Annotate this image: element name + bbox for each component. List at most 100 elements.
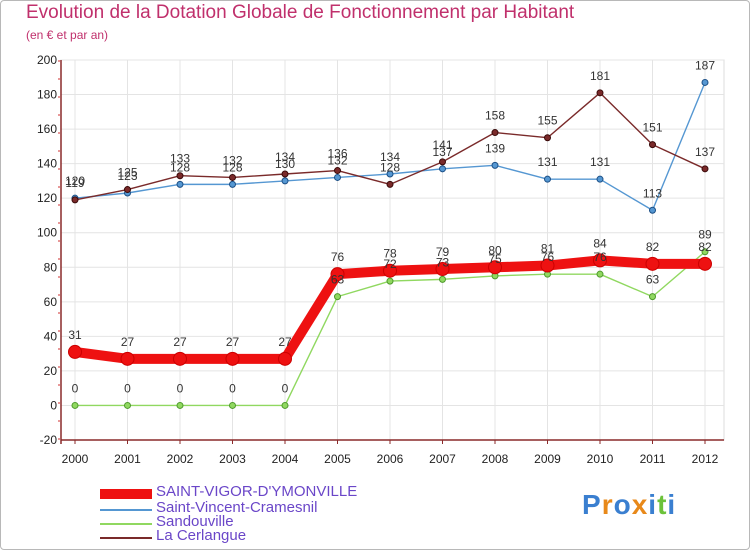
y-tick-label: 20 xyxy=(44,364,58,378)
data-label-3: 151 xyxy=(642,121,662,135)
data-label-0: 27 xyxy=(173,335,187,349)
data-label-2: 0 xyxy=(72,381,79,395)
data-point-3 xyxy=(281,170,289,178)
legend-swatch xyxy=(100,537,152,539)
data-point-2 xyxy=(124,401,131,409)
data-label-0: 81 xyxy=(541,242,555,256)
legend-label: La Cerlangue xyxy=(156,527,247,544)
y-tick-label: 200 xyxy=(37,53,57,67)
data-point-2 xyxy=(71,401,79,409)
data-point-3 xyxy=(229,173,236,181)
data-point-2 xyxy=(701,248,709,256)
data-point-0 xyxy=(698,256,712,271)
y-tick-label: 80 xyxy=(44,260,58,274)
data-label-0: 78 xyxy=(383,247,397,261)
y-tick-label: 60 xyxy=(44,295,58,309)
proxiti-logo: Proxiti xyxy=(582,489,677,520)
data-label-1: 134 xyxy=(380,150,400,164)
data-label-2: 0 xyxy=(229,381,236,395)
legend-swatch xyxy=(100,489,152,499)
data-point-1 xyxy=(491,161,499,169)
data-point-1 xyxy=(701,78,709,86)
y-tick-label: 120 xyxy=(37,191,57,205)
data-point-3 xyxy=(596,89,604,97)
data-label-1: 123 xyxy=(117,169,137,183)
data-label-2: 76 xyxy=(593,250,607,264)
data-label-3: 137 xyxy=(695,145,715,159)
data-label-1: 131 xyxy=(537,155,557,169)
y-tick-label: 160 xyxy=(37,122,57,136)
data-point-2 xyxy=(334,293,341,301)
data-label-2: 73 xyxy=(436,255,450,269)
data-point-3 xyxy=(649,141,656,149)
plot-area xyxy=(60,59,725,441)
data-label-2: 0 xyxy=(177,381,184,395)
data-label-1: 137 xyxy=(432,145,452,159)
y-tick-label: -20 xyxy=(40,433,58,447)
data-label-1: 131 xyxy=(590,155,610,169)
data-label-3: 158 xyxy=(485,109,505,123)
x-tick-label: 2004 xyxy=(272,452,299,466)
x-tick-label: 2007 xyxy=(429,452,456,466)
data-point-2 xyxy=(176,401,184,409)
data-label-3: 128 xyxy=(380,160,400,174)
data-label-0: 84 xyxy=(593,236,607,250)
data-point-1 xyxy=(334,173,341,181)
data-point-3 xyxy=(71,196,79,204)
data-point-0 xyxy=(435,262,450,276)
x-tick-label: 2006 xyxy=(377,452,404,466)
chart-subtitle: (en € et par an) xyxy=(26,28,109,42)
y-tick-label: 0 xyxy=(50,398,57,412)
legend-label: SAINT-VIGOR-D'YMONVILLE xyxy=(156,483,358,500)
x-tick-label: 2008 xyxy=(482,452,509,466)
y-tick-label: 180 xyxy=(37,88,57,102)
data-point-3 xyxy=(439,158,446,166)
data-point-0 xyxy=(173,351,187,366)
x-tick-label: 2002 xyxy=(167,452,194,466)
data-label-1: 120 xyxy=(65,174,85,188)
data-label-2: 89 xyxy=(698,228,712,242)
data-point-0 xyxy=(120,351,135,366)
x-tick-label: 2003 xyxy=(219,452,246,466)
data-label-2: 76 xyxy=(541,250,555,264)
data-label-1: 128 xyxy=(222,160,242,174)
data-point-3 xyxy=(176,172,184,180)
y-tick-label: 100 xyxy=(37,226,57,240)
data-label-0: 27 xyxy=(121,335,135,349)
x-tick-label: 2000 xyxy=(62,452,89,466)
data-label-3: 181 xyxy=(590,69,610,83)
data-label-3: 134 xyxy=(275,150,295,164)
x-tick-label: 2001 xyxy=(114,452,141,466)
data-label-1: 113 xyxy=(643,186,662,200)
data-point-0 xyxy=(593,253,607,268)
data-label-3: 133 xyxy=(170,152,190,166)
data-point-1 xyxy=(596,175,604,183)
x-tick-label: 2010 xyxy=(587,452,614,466)
data-label-2: 63 xyxy=(646,273,660,287)
data-label-0: 76 xyxy=(331,250,345,264)
y-tick-label: 140 xyxy=(37,157,57,171)
data-label-2: 75 xyxy=(488,252,502,266)
data-point-1 xyxy=(544,175,551,183)
data-point-2 xyxy=(649,293,656,301)
legend-label: Saint-Vincent-Cramesnil xyxy=(156,499,318,516)
data-label-0: 27 xyxy=(226,335,240,349)
data-label-0: 82 xyxy=(646,240,660,254)
x-tick-label: 2011 xyxy=(640,452,666,466)
data-point-0 xyxy=(68,344,82,359)
data-label-3: 125 xyxy=(117,166,137,180)
data-label-0: 82 xyxy=(698,240,712,254)
data-label-2: 72 xyxy=(383,257,397,271)
data-point-1 xyxy=(439,165,446,173)
legend-swatch xyxy=(100,523,152,525)
data-label-1: 130 xyxy=(275,157,295,171)
data-point-3 xyxy=(124,186,131,194)
data-point-3 xyxy=(334,167,341,175)
data-point-1 xyxy=(386,170,394,178)
data-point-2 xyxy=(439,275,446,283)
data-label-0: 79 xyxy=(436,245,450,259)
data-label-3: 155 xyxy=(537,114,557,128)
data-label-1: 139 xyxy=(485,141,505,155)
x-tick-label: 2005 xyxy=(324,452,351,466)
data-point-0 xyxy=(225,351,240,366)
